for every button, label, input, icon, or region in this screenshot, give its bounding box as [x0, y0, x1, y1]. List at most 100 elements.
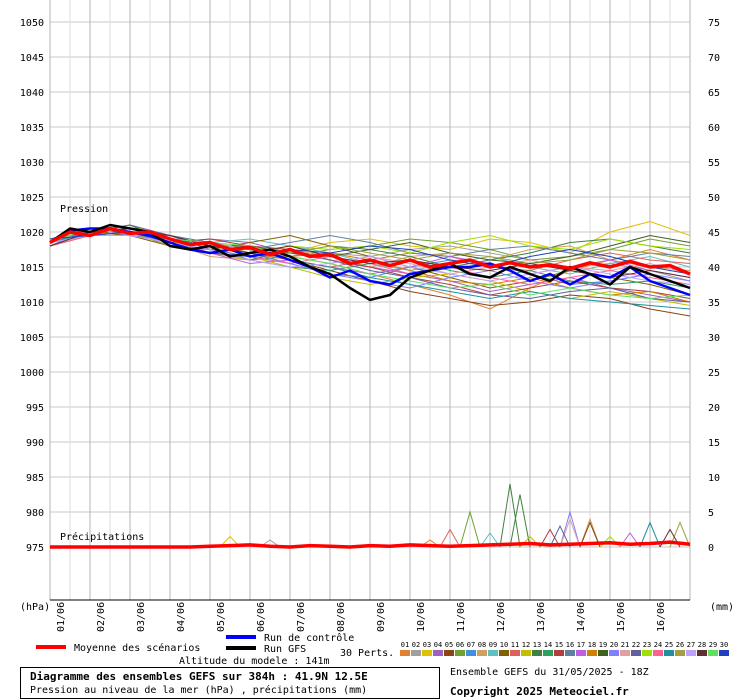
- right-tick-label: 5: [708, 508, 714, 519]
- pert-legend-label: 01: [401, 641, 409, 649]
- pert-legend-label: 22: [632, 641, 640, 649]
- right-unit-label: (mm): [710, 602, 734, 613]
- pert-legend-label: 04: [434, 641, 442, 649]
- main-lines: [49, 223, 691, 549]
- right-tick-label: 65: [708, 88, 720, 99]
- pert-legend-swatch: [664, 650, 674, 656]
- pert-legend-swatch: [433, 650, 443, 656]
- left-tick-label: 975: [26, 543, 44, 554]
- x-tick-label: 09/06: [376, 602, 387, 632]
- pert-precip-spike: [459, 510, 481, 548]
- right-tick-label: 15: [708, 438, 720, 449]
- pert-legend-swatch: [411, 650, 421, 656]
- pert-pressure-line: [49, 227, 691, 265]
- x-tick-label: 04/06: [176, 602, 187, 632]
- pert-legend-swatch: [455, 650, 465, 656]
- left-tick-label: 1045: [20, 53, 44, 64]
- pert-legend-label: 09: [489, 641, 497, 649]
- copyright: Copyright 2025 Meteociel.fr: [450, 685, 629, 698]
- pert-legend-swatch: [565, 650, 575, 656]
- x-tick-label: 10/06: [416, 602, 427, 632]
- right-tick-label: 40: [708, 263, 720, 274]
- pert-legend-swatch: [642, 650, 652, 656]
- grid: [49, 0, 691, 601]
- pert-legend-swatch: [576, 650, 586, 656]
- right-tick-label: 60: [708, 123, 720, 134]
- pert-precip-spike: [639, 521, 661, 548]
- pert-legend-label: 07: [467, 641, 475, 649]
- right-tick-label: 35: [708, 298, 720, 309]
- pert-legend-label: 30: [720, 641, 728, 649]
- pert-legend-swatch: [686, 650, 696, 656]
- pert-legend: 01 02 03 04 05 06 07 08 09 10 11 12 13 14 15 16 17 18 19 20…: [400, 641, 729, 656]
- pert-legend-label: 14: [544, 641, 552, 649]
- pert-legend-swatch: [510, 650, 520, 656]
- pert-legend-label: 10: [500, 641, 508, 649]
- right-tick-label: 75: [708, 18, 720, 29]
- right-tick-label: 10: [708, 473, 720, 484]
- pert-precip-spike: [559, 510, 581, 548]
- pert-precip-spike: [539, 528, 561, 548]
- pert-legend-swatch: [675, 650, 685, 656]
- pert-legend-label: 29: [709, 641, 717, 649]
- altitude-label: Altitude du modele : 141m: [179, 656, 330, 667]
- legend-control-label: Run de contrôle: [264, 632, 354, 644]
- pert-legend-label: 21: [621, 641, 629, 649]
- pert-precip-spike: [439, 528, 461, 548]
- left-tick-label: 985: [26, 473, 44, 484]
- left-tick-label: 1010: [20, 298, 44, 309]
- pert-legend-label: 02: [412, 641, 420, 649]
- left-tick-label: 1005: [20, 333, 44, 344]
- right-tick-label: 0: [708, 543, 714, 554]
- left-tick-label: 1040: [20, 88, 44, 99]
- pert-legend-swatch: [620, 650, 630, 656]
- x-tick-label: 01/06: [56, 602, 67, 632]
- pert-legend-label: 15: [555, 641, 563, 649]
- pert-legend-swatch: [587, 650, 597, 656]
- pert-legend-label: 05: [445, 641, 453, 649]
- right-tick-label: 50: [708, 193, 720, 204]
- legend-perts-label: 30 Perts.: [340, 648, 394, 659]
- chart-subtitle: Pression au niveau de la mer (hPa) , pré…: [30, 685, 368, 696]
- x-tick-label: 08/06: [336, 602, 347, 632]
- pert-precip-spike: [499, 483, 521, 548]
- run-info: Ensemble GEFS du 31/05/2025 - 18Z: [450, 667, 649, 678]
- pert-legend-swatch: [653, 650, 663, 656]
- pert-legend-label: 28: [698, 641, 706, 649]
- x-tick-label: 03/06: [136, 602, 147, 632]
- x-tick-label: 15/06: [616, 602, 627, 632]
- x-tick-label: 06/06: [256, 602, 267, 632]
- legend-gfs-label: Run GFS: [264, 644, 306, 655]
- pert-legend-label: 03: [423, 641, 431, 649]
- pert-legend-swatch: [444, 650, 454, 656]
- left-tick-label: 1015: [20, 263, 44, 274]
- right-tick-label: 30: [708, 333, 720, 344]
- pert-legend-label: 25: [665, 641, 673, 649]
- left-tick-label: 980: [26, 508, 44, 519]
- title-box: Diagramme des ensembles GEFS sur 384h : …: [20, 667, 440, 699]
- pert-legend-label: 16: [566, 641, 574, 649]
- pert-legend-swatch: [719, 650, 729, 656]
- x-axis: 01/06 02/06 03/06 04/06 05/06 06/06 07/06 08/06…: [56, 602, 667, 632]
- right-tick-label: 20: [708, 403, 720, 414]
- left-tick-label: 1025: [20, 193, 44, 204]
- x-tick-label: 12/06: [496, 602, 507, 632]
- pert-precip-spike: [219, 535, 241, 548]
- mean-precip-line: [50, 540, 691, 549]
- pert-legend-label: 23: [643, 641, 651, 649]
- chart-title: Diagramme des ensembles GEFS sur 384h : …: [30, 670, 368, 683]
- pert-legend-label: 19: [599, 641, 607, 649]
- pert-legend-label: 17: [577, 641, 585, 649]
- pert-legend-label: 20: [610, 641, 618, 649]
- gfs-pressure-line: [49, 223, 691, 302]
- pert-legend-swatch: [488, 650, 498, 656]
- pert-legend-label: 06: [456, 641, 464, 649]
- left-tick-label: 995: [26, 403, 44, 414]
- pert-legend-swatch: [422, 650, 432, 656]
- left-tick-label: 1020: [20, 228, 44, 239]
- pert-precip-spike: [559, 517, 581, 548]
- x-tick-label: 11/06: [456, 602, 467, 632]
